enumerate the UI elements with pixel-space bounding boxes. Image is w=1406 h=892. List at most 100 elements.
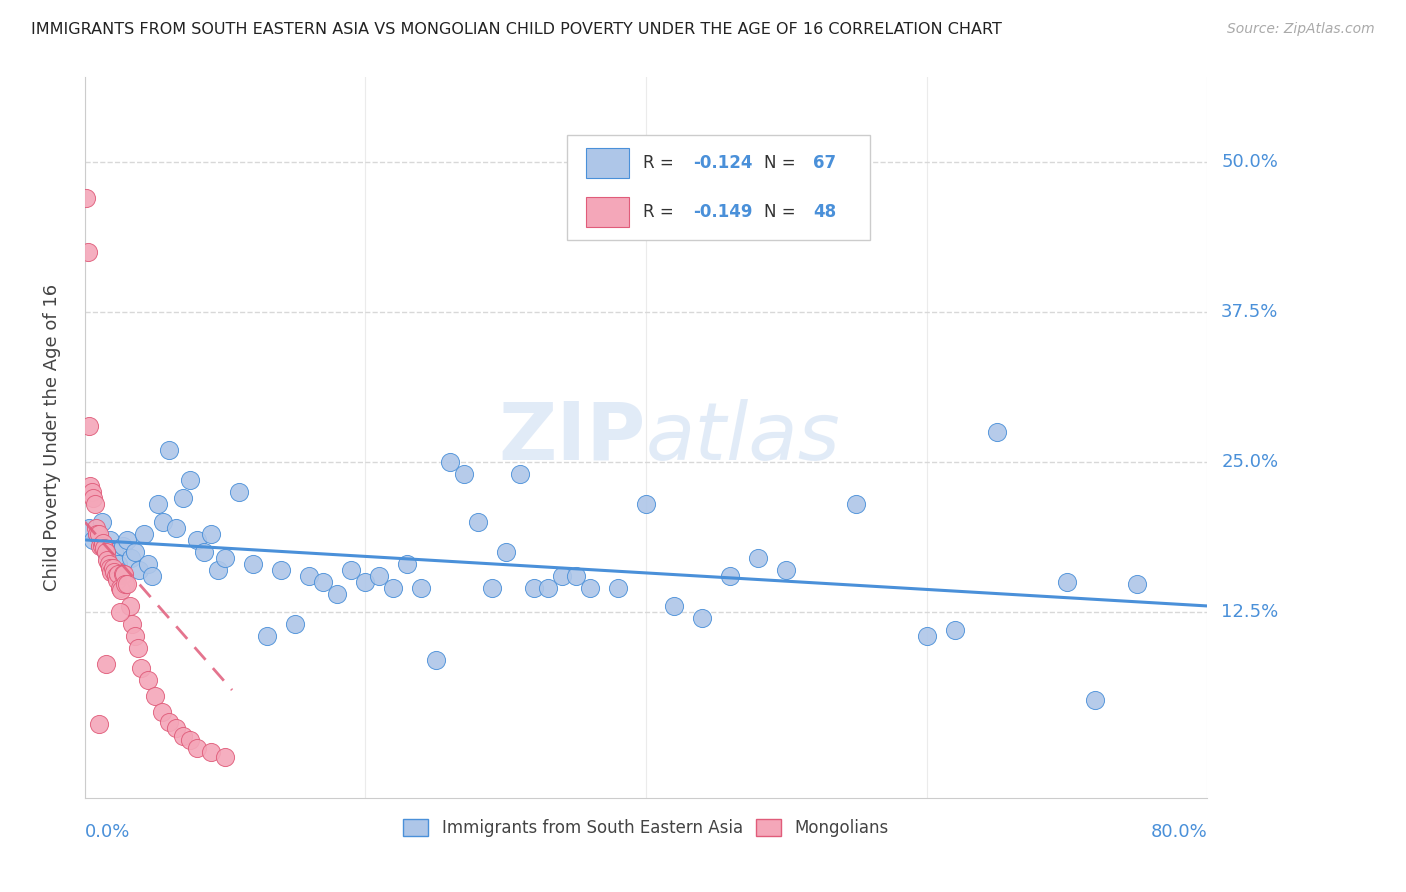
Point bbox=[354, 574, 377, 589]
Point bbox=[111, 539, 134, 553]
FancyBboxPatch shape bbox=[586, 196, 628, 227]
Point bbox=[100, 566, 122, 580]
Point bbox=[718, 569, 741, 583]
Point bbox=[200, 527, 222, 541]
Point bbox=[103, 545, 125, 559]
Point bbox=[690, 611, 713, 625]
Point bbox=[186, 740, 208, 755]
Point bbox=[146, 497, 169, 511]
Point bbox=[108, 581, 131, 595]
Point bbox=[76, 244, 98, 259]
Point bbox=[114, 577, 136, 591]
Point bbox=[537, 581, 560, 595]
Point bbox=[111, 566, 134, 581]
Text: IMMIGRANTS FROM SOUTH EASTERN ASIA VS MONGOLIAN CHILD POVERTY UNDER THE AGE OF 1: IMMIGRANTS FROM SOUTH EASTERN ASIA VS MO… bbox=[31, 22, 1002, 37]
Text: 67: 67 bbox=[813, 154, 837, 172]
Point bbox=[103, 566, 125, 580]
Text: 12.5%: 12.5% bbox=[1222, 603, 1278, 621]
Point bbox=[86, 527, 108, 541]
Point bbox=[165, 521, 187, 535]
Point bbox=[775, 563, 797, 577]
Point bbox=[87, 527, 110, 541]
Text: ZIP: ZIP bbox=[499, 399, 645, 477]
Text: 37.5%: 37.5% bbox=[1222, 302, 1278, 320]
Point bbox=[551, 569, 574, 583]
Text: R =: R = bbox=[643, 154, 679, 172]
Point bbox=[495, 545, 517, 559]
Point bbox=[115, 577, 138, 591]
Point bbox=[98, 560, 121, 574]
Point bbox=[523, 581, 546, 595]
Point bbox=[94, 545, 117, 559]
Point bbox=[77, 521, 100, 535]
Text: -0.149: -0.149 bbox=[693, 202, 752, 220]
Point bbox=[120, 550, 142, 565]
Point bbox=[1056, 574, 1078, 589]
Point bbox=[193, 545, 215, 559]
Text: 25.0%: 25.0% bbox=[1222, 453, 1278, 471]
Point bbox=[157, 442, 180, 457]
Point bbox=[179, 733, 201, 747]
Point bbox=[77, 418, 100, 433]
Point bbox=[104, 569, 127, 583]
Point bbox=[382, 581, 405, 595]
Point bbox=[128, 563, 150, 577]
Point bbox=[150, 705, 173, 719]
Point bbox=[80, 484, 103, 499]
Text: R =: R = bbox=[643, 202, 679, 220]
Y-axis label: Child Poverty Under the Age of 16: Child Poverty Under the Age of 16 bbox=[44, 285, 60, 591]
FancyBboxPatch shape bbox=[568, 135, 870, 240]
Point bbox=[83, 497, 105, 511]
Point bbox=[93, 541, 115, 556]
Point bbox=[439, 455, 461, 469]
Point bbox=[172, 491, 194, 505]
Point bbox=[82, 533, 104, 547]
Point bbox=[87, 716, 110, 731]
Point bbox=[1126, 577, 1149, 591]
Text: -0.124: -0.124 bbox=[693, 154, 752, 172]
Point bbox=[453, 467, 475, 481]
Text: atlas: atlas bbox=[645, 399, 841, 477]
Point bbox=[101, 560, 124, 574]
Point bbox=[107, 566, 129, 581]
Point bbox=[127, 640, 149, 655]
Point bbox=[94, 545, 117, 559]
Point bbox=[845, 497, 868, 511]
Point bbox=[943, 623, 966, 637]
Point bbox=[986, 425, 1008, 439]
Point bbox=[129, 661, 152, 675]
Point bbox=[90, 515, 112, 529]
Point bbox=[340, 563, 363, 577]
Point bbox=[136, 557, 159, 571]
Point bbox=[97, 557, 120, 571]
Point bbox=[606, 581, 628, 595]
Point bbox=[270, 563, 292, 577]
Point bbox=[118, 599, 141, 613]
Point bbox=[186, 533, 208, 547]
Point bbox=[108, 605, 131, 619]
Point bbox=[284, 617, 307, 632]
Point bbox=[91, 536, 114, 550]
Point bbox=[634, 497, 657, 511]
Text: 48: 48 bbox=[813, 202, 837, 220]
Point bbox=[326, 587, 349, 601]
Text: Source: ZipAtlas.com: Source: ZipAtlas.com bbox=[1227, 22, 1375, 37]
Point bbox=[124, 545, 146, 559]
Point bbox=[94, 657, 117, 671]
Point bbox=[112, 566, 135, 581]
Point bbox=[1084, 692, 1107, 706]
Point bbox=[82, 491, 104, 505]
Point bbox=[312, 574, 335, 589]
Point bbox=[107, 557, 129, 571]
Text: 50.0%: 50.0% bbox=[1222, 153, 1278, 170]
Point bbox=[200, 746, 222, 760]
FancyBboxPatch shape bbox=[586, 148, 628, 178]
Point bbox=[425, 653, 447, 667]
Point bbox=[165, 722, 187, 736]
Point bbox=[481, 581, 503, 595]
Point bbox=[579, 581, 602, 595]
Point bbox=[136, 673, 159, 688]
Point bbox=[121, 617, 143, 632]
Point bbox=[143, 689, 166, 703]
Point bbox=[915, 629, 938, 643]
